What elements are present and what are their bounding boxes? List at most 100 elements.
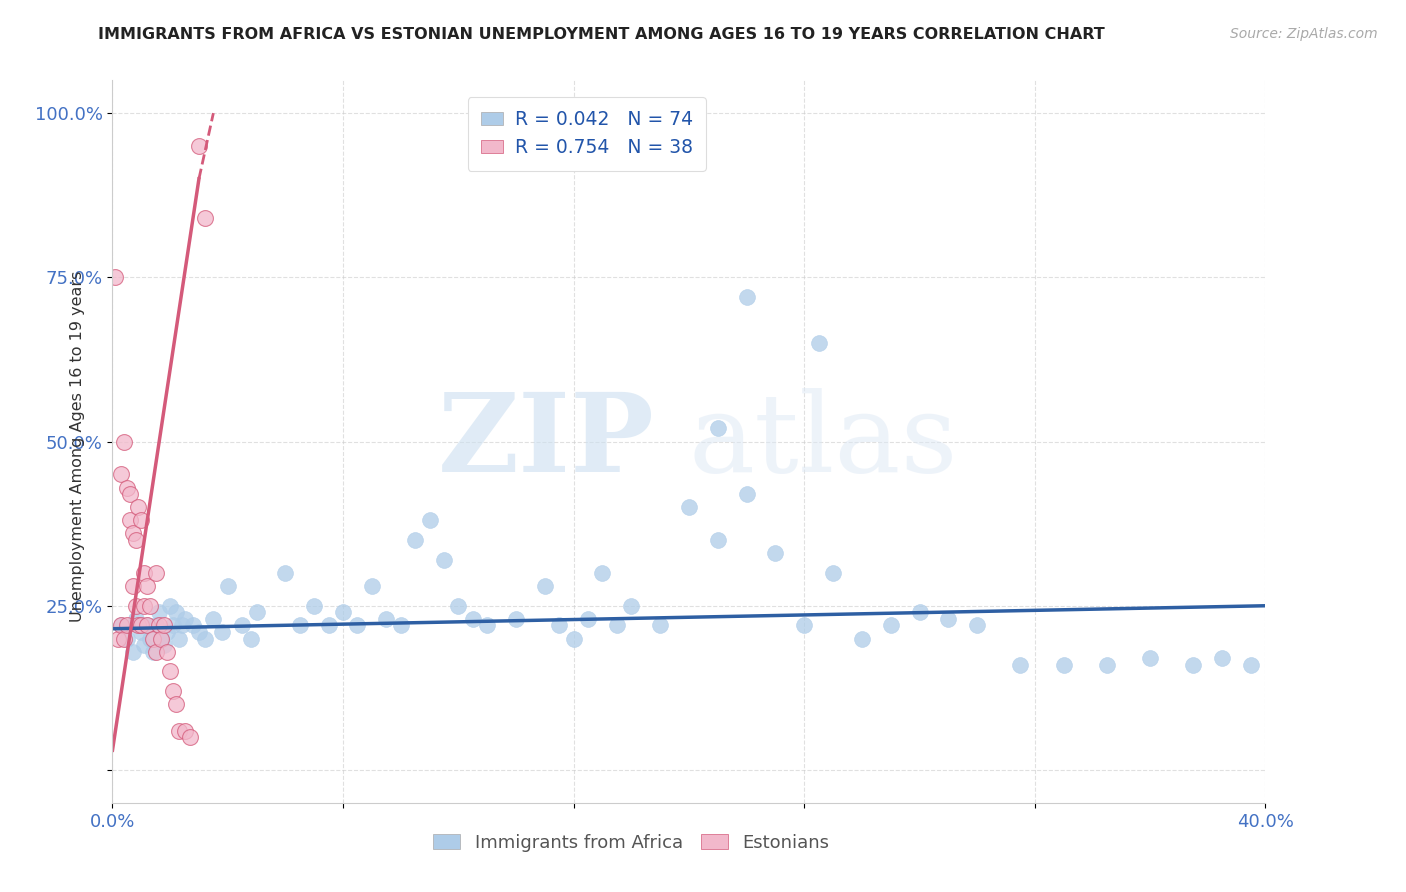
Point: [461, 612, 484, 626]
Point: [121, 579, 143, 593]
Point: [104, 270, 127, 285]
Point: [678, 500, 700, 515]
Point: [148, 618, 170, 632]
Point: [139, 599, 162, 613]
Point: [170, 618, 193, 632]
Point: [129, 618, 153, 632]
Point: [124, 533, 146, 547]
Point: [1053, 657, 1076, 672]
Point: [136, 579, 159, 593]
Point: [288, 618, 311, 632]
Point: [145, 645, 167, 659]
Point: [194, 211, 217, 226]
Point: [194, 632, 217, 646]
Point: [908, 605, 931, 619]
Point: [389, 618, 412, 632]
Point: [419, 513, 441, 527]
Text: IMMIGRANTS FROM AFRICA VS ESTONIAN UNEMPLOYMENT AMONG AGES 16 TO 19 YEARS CORREL: IMMIGRANTS FROM AFRICA VS ESTONIAN UNEMP…: [98, 27, 1105, 42]
Text: Source: ZipAtlas.com: Source: ZipAtlas.com: [1230, 27, 1378, 41]
Point: [145, 566, 167, 580]
Point: [115, 481, 138, 495]
Point: [134, 638, 156, 652]
Point: [433, 553, 456, 567]
Point: [165, 605, 187, 619]
Point: [851, 632, 873, 646]
Point: [188, 625, 211, 640]
Point: [107, 632, 129, 646]
Point: [129, 625, 153, 640]
Point: [576, 612, 599, 626]
Point: [162, 618, 184, 632]
Point: [880, 618, 903, 632]
Point: [404, 533, 426, 547]
Point: [112, 434, 135, 449]
Point: [110, 618, 132, 632]
Point: [231, 618, 253, 632]
Point: [134, 566, 156, 580]
Point: [211, 625, 233, 640]
Point: [129, 513, 153, 527]
Point: [304, 599, 326, 613]
Point: [156, 645, 179, 659]
Point: [150, 632, 173, 646]
Point: [142, 632, 165, 646]
Point: [765, 546, 787, 560]
Point: [162, 684, 184, 698]
Point: [181, 618, 204, 632]
Point: [188, 139, 211, 153]
Point: [127, 500, 149, 515]
Point: [475, 618, 499, 632]
Point: [1211, 651, 1233, 665]
Point: [1240, 657, 1263, 672]
Point: [145, 618, 167, 632]
Point: [966, 618, 988, 632]
Point: [807, 336, 830, 351]
Point: [121, 645, 143, 659]
Point: [346, 618, 368, 632]
Point: [936, 612, 959, 626]
Point: [159, 599, 181, 613]
Point: [167, 632, 190, 646]
Point: [239, 632, 262, 646]
Point: [173, 723, 195, 738]
Legend: Immigrants from Africa, Estonians: Immigrants from Africa, Estonians: [426, 826, 837, 859]
Point: [735, 487, 758, 501]
Point: [110, 618, 132, 632]
Point: [156, 625, 179, 640]
Point: [447, 599, 470, 613]
Point: [606, 618, 628, 632]
Point: [246, 605, 269, 619]
Point: [1182, 657, 1205, 672]
Point: [179, 730, 201, 744]
Point: [136, 618, 159, 632]
Point: [534, 579, 557, 593]
Point: [650, 618, 672, 632]
Point: [124, 599, 146, 613]
Point: [360, 579, 382, 593]
Point: [112, 632, 135, 646]
Point: [562, 632, 585, 646]
Text: ZIP: ZIP: [437, 388, 654, 495]
Point: [202, 612, 225, 626]
Point: [707, 533, 730, 547]
Point: [165, 698, 187, 712]
Point: [110, 467, 132, 482]
Point: [1139, 651, 1161, 665]
Point: [115, 632, 138, 646]
Point: [136, 618, 159, 632]
Point: [821, 566, 844, 580]
Point: [548, 618, 571, 632]
Point: [592, 566, 614, 580]
Point: [118, 513, 141, 527]
Point: [375, 612, 398, 626]
Point: [142, 645, 165, 659]
Point: [1010, 657, 1032, 672]
Point: [139, 632, 162, 646]
Point: [127, 618, 149, 632]
Text: Unemployment Among Ages 16 to 19 years: Unemployment Among Ages 16 to 19 years: [70, 270, 84, 622]
Point: [620, 599, 643, 613]
Point: [167, 723, 190, 738]
Point: [318, 618, 340, 632]
Point: [134, 599, 156, 613]
Point: [153, 618, 176, 632]
